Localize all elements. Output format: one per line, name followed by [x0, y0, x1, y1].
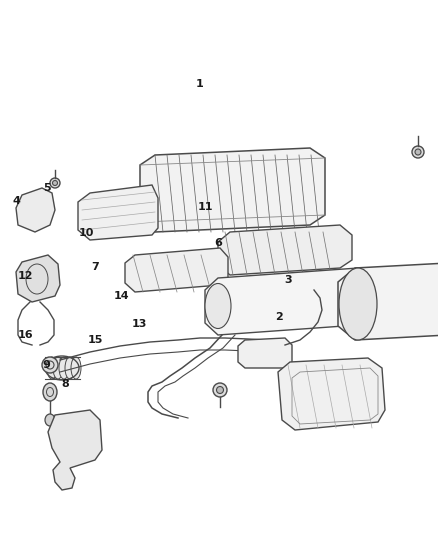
Ellipse shape [47, 357, 57, 379]
Polygon shape [78, 185, 158, 240]
Polygon shape [48, 410, 102, 490]
Ellipse shape [345, 273, 371, 319]
Polygon shape [238, 338, 292, 368]
Ellipse shape [53, 181, 57, 185]
Text: 11: 11 [197, 202, 213, 212]
Ellipse shape [415, 149, 421, 155]
Polygon shape [16, 255, 60, 302]
Ellipse shape [205, 284, 231, 328]
Ellipse shape [412, 146, 424, 158]
Ellipse shape [50, 178, 60, 188]
Ellipse shape [71, 357, 81, 379]
Polygon shape [278, 358, 385, 430]
Text: 1: 1 [195, 79, 203, 89]
Text: 5: 5 [43, 183, 51, 192]
Text: 4: 4 [13, 197, 21, 206]
Text: 14: 14 [114, 291, 130, 301]
Text: 6: 6 [214, 238, 222, 248]
Polygon shape [218, 225, 352, 275]
Polygon shape [140, 148, 325, 232]
Ellipse shape [339, 268, 377, 340]
Text: 7: 7 [92, 262, 99, 271]
Ellipse shape [43, 383, 57, 401]
Text: 9: 9 [42, 360, 50, 370]
Polygon shape [338, 258, 438, 340]
Ellipse shape [45, 414, 55, 426]
Ellipse shape [53, 357, 63, 379]
Ellipse shape [59, 357, 69, 379]
Text: 12: 12 [18, 271, 33, 281]
Polygon shape [125, 248, 228, 292]
Text: 3: 3 [284, 275, 292, 285]
Text: 16: 16 [18, 330, 33, 340]
Ellipse shape [213, 383, 227, 397]
Ellipse shape [65, 357, 75, 379]
Ellipse shape [42, 357, 58, 373]
Text: 2: 2 [276, 312, 283, 322]
Text: 10: 10 [79, 229, 95, 238]
Polygon shape [205, 268, 372, 335]
Text: 13: 13 [131, 319, 147, 329]
Text: 15: 15 [88, 335, 103, 345]
Polygon shape [16, 188, 55, 232]
Text: 8: 8 [61, 379, 69, 389]
Ellipse shape [216, 386, 223, 393]
